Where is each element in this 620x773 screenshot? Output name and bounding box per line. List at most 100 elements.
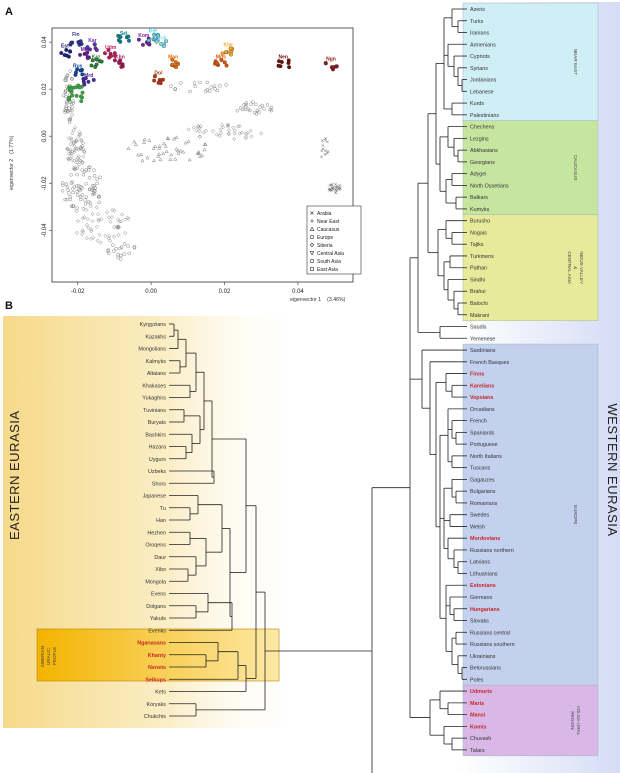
cloud-point [183,140,188,145]
west-taxon: Komis [470,724,486,730]
point-sel [118,35,123,39]
cloud-point [243,107,247,112]
point-rus [80,72,85,77]
cloud-point [98,240,103,245]
point-label: Fin [72,32,80,38]
cloud-point [71,127,76,133]
point-kar [92,42,97,47]
point-label: Ngn [326,57,336,63]
point-kar [94,48,99,53]
cloud-point [157,144,162,148]
cloud-point [248,108,252,113]
cloud-point [66,156,71,161]
cloud-point [71,140,76,145]
cloud-point [72,144,77,149]
cloud-point [269,108,274,113]
cloud-point [97,232,102,237]
cloud-point [198,80,202,85]
x-tick-label: -0.02 [71,289,85,295]
west-taxon: Cypriots [470,54,490,60]
point-green [74,85,79,90]
cloud-point [320,149,324,153]
cloud-point [194,128,199,133]
cloud-point [61,183,65,188]
point-label: Dol [154,71,163,77]
point-sel [126,34,131,39]
cloud-point [153,144,158,148]
west-taxon: Tatars [470,748,485,754]
point-fin [76,40,81,45]
west-taxon: Georgians [470,160,495,166]
west-taxon: Adygei [470,172,486,178]
cloud-point [61,93,66,98]
point-label: Evk [158,35,167,41]
cloud-point [78,188,82,193]
point-mns [222,60,227,65]
point-ngn [329,65,334,70]
cloud-point [214,132,219,137]
point-khn [119,64,124,69]
cloud-point [202,147,207,152]
cloud-point [151,158,156,162]
cloud-point [226,122,231,127]
cloud-point [75,166,80,170]
cloud-point [334,182,337,186]
cloud-point [186,127,191,132]
cloud-point [201,130,206,135]
group-box-4 [462,684,599,757]
east-taxon: Tuvinians [143,408,166,414]
west-taxon: Kumyks [470,207,489,213]
point-label: Ket [149,28,157,34]
cloud-point [72,158,77,163]
cloud-point [218,84,222,88]
cloud-point [243,131,248,136]
cloud-point [232,136,237,141]
cloud-point [74,230,79,235]
legend-symbol [310,211,314,215]
cloud-point [114,246,118,251]
west-taxon: Nogais [470,230,487,236]
cloud-point [106,215,112,220]
point-evk [161,44,166,49]
group-box-1 [462,120,599,216]
cloud-point [67,106,71,110]
cloud-point [210,129,215,134]
west-taxon: Chechens [470,125,495,131]
west-taxon: North Italians [470,454,502,460]
cloud-point [243,136,248,141]
cloud-point [132,245,137,249]
cloud-point [70,180,75,184]
point-kaz [99,59,104,64]
point-dol [153,74,157,79]
cloud-point [262,107,266,111]
eastern-eurasia-title: EASTERN EURASIA [7,410,22,540]
point-udm [113,53,117,58]
west-taxon: Latvians [470,560,490,566]
point-mns [215,61,220,66]
cloud-point [169,152,174,157]
cloud-point [251,100,255,104]
cloud-point [94,205,99,210]
point-fin [79,42,84,46]
legend-label: Arabia [317,211,332,217]
point-dol [158,79,163,84]
east-taxon: Kalmyks [146,359,167,365]
point-man [170,62,175,67]
cloud-point [95,238,100,243]
cloud-point [77,184,81,188]
cloud-point [122,242,127,246]
cloud-point [116,255,120,260]
west-taxon: Germans [470,595,492,601]
cloud-point [193,84,197,89]
cloud-point [68,116,73,121]
east-taxon: Uygurs [149,457,166,463]
cloud-point [85,217,90,222]
cloud-point [156,154,161,158]
cloud-point [139,152,144,156]
east-taxon: Hezhen [147,530,166,536]
cloud-point [68,197,73,202]
point-label: Sel [120,31,128,37]
cloud-point [225,124,230,129]
point-evk [164,39,169,44]
west-taxon: Estonians [470,583,496,589]
